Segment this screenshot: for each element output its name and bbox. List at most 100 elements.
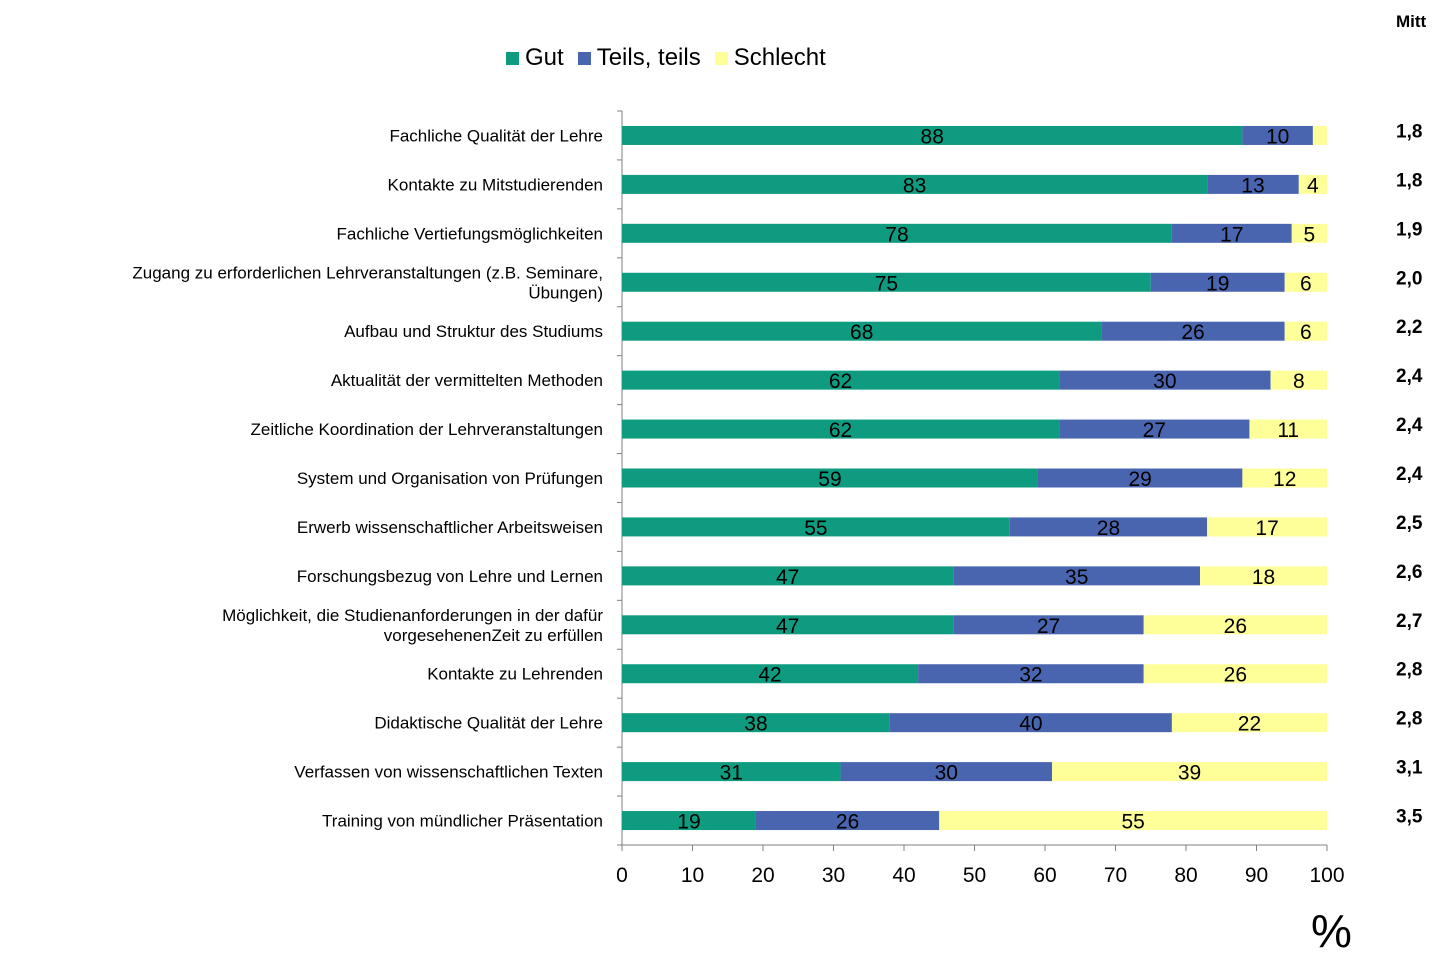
bar-segment-teils bbox=[889, 713, 1172, 733]
bar-segment-gut bbox=[622, 566, 954, 586]
data-label-gut: 62 bbox=[829, 419, 852, 442]
data-label-teils: 17 bbox=[1220, 223, 1243, 246]
mittelwert-value: 2,2 bbox=[1396, 317, 1422, 338]
mittelwert-value: 3,1 bbox=[1396, 758, 1423, 779]
category-label: Verfassen von wissenschaftlichen Texten bbox=[294, 763, 603, 782]
x-tick-label: 80 bbox=[1174, 864, 1197, 887]
bar-segment-teils bbox=[1037, 468, 1243, 488]
category-label: vorgesehenenZeit zu erfüllen bbox=[384, 626, 603, 645]
data-label-schlecht: 39 bbox=[1178, 762, 1201, 785]
category-label: Fachliche Qualität der Lehre bbox=[389, 126, 603, 145]
bar-segment-schlecht bbox=[1291, 223, 1327, 243]
data-label-teils: 27 bbox=[1143, 419, 1166, 442]
data-label-gut: 47 bbox=[776, 566, 799, 589]
bar-segment-schlecht bbox=[1298, 174, 1327, 194]
bar-segment-teils bbox=[953, 566, 1201, 586]
legend-label-schlecht: Schlecht bbox=[733, 44, 826, 71]
data-label-teils: 13 bbox=[1241, 174, 1264, 197]
bar-segment-teils bbox=[1009, 517, 1208, 537]
x-tick-label: 0 bbox=[616, 864, 628, 887]
bar-segment-schlecht bbox=[1052, 762, 1327, 782]
category-label: Fachliche Vertiefungsmöglichkeiten bbox=[337, 224, 603, 243]
legend-swatch-teils bbox=[577, 51, 591, 65]
mittelwert-value: 2,0 bbox=[1396, 268, 1422, 289]
mittelwert-value: 1,8 bbox=[1396, 121, 1422, 142]
bar-segment-schlecht bbox=[1207, 517, 1327, 537]
bar-segment-schlecht bbox=[1249, 419, 1327, 439]
mittelwert-value: 2,4 bbox=[1396, 464, 1423, 485]
bar-segment-schlecht bbox=[1171, 713, 1327, 733]
category-label: Erwerb wissenschaftlicher Arbeitsweisen bbox=[297, 518, 603, 537]
data-label-teils: 30 bbox=[1153, 370, 1176, 393]
bar-segment-teils bbox=[1101, 321, 1285, 341]
bar-segment-gut bbox=[622, 517, 1010, 537]
bar-segment-teils bbox=[953, 615, 1144, 635]
data-label-schlecht: 55 bbox=[1121, 811, 1144, 834]
x-tick-label: 20 bbox=[751, 864, 774, 887]
category-label: Zeitliche Koordination der Lehrveranstal… bbox=[250, 420, 603, 439]
legend-label-teils: Teils, teils bbox=[596, 44, 701, 71]
legend-item-schlecht: Schlecht bbox=[714, 44, 826, 72]
mittelwert-value: 1,8 bbox=[1396, 170, 1422, 191]
mittelwert-value: 2,8 bbox=[1396, 709, 1422, 730]
mittelwert-value: 2,6 bbox=[1396, 562, 1422, 583]
category-label: Didaktische Qualität der Lehre bbox=[374, 714, 603, 733]
mittelwert-value: 2,4 bbox=[1396, 366, 1423, 387]
x-tick-label: 10 bbox=[681, 864, 704, 887]
x-axis-unit-label: % bbox=[1311, 905, 1352, 957]
bar-segment-teils bbox=[755, 811, 940, 831]
bar-segment-gut bbox=[622, 125, 1243, 145]
bar-segment-gut bbox=[622, 811, 756, 831]
x-tick-label: 90 bbox=[1245, 864, 1268, 887]
legend-swatch-gut bbox=[506, 51, 519, 65]
data-label-gut: 75 bbox=[875, 272, 898, 295]
category-label: Training von mündlicher Präsentation bbox=[322, 812, 603, 831]
bar-segment-gut bbox=[622, 713, 890, 733]
bar-segment-schlecht bbox=[1270, 370, 1327, 390]
category-label: Aktualität der vermittelten Methoden bbox=[331, 371, 603, 390]
bar-segment-teils bbox=[1059, 419, 1250, 439]
data-label-schlecht: 18 bbox=[1252, 566, 1275, 589]
bar-segment-schlecht bbox=[1200, 566, 1327, 586]
data-label-teils: 40 bbox=[1019, 713, 1042, 736]
data-label-schlecht: 4 bbox=[1307, 174, 1319, 197]
mittelwert-value: 2,5 bbox=[1396, 513, 1423, 534]
x-tick-label: 60 bbox=[1033, 864, 1056, 887]
category-label: Kontakte zu Lehrenden bbox=[427, 665, 603, 684]
data-label-teils: 26 bbox=[1181, 321, 1204, 344]
data-label-teils: 28 bbox=[1097, 517, 1120, 540]
data-label-teils: 27 bbox=[1037, 615, 1060, 638]
data-label-schlecht: 6 bbox=[1300, 321, 1312, 344]
bar-segment-gut bbox=[622, 615, 954, 635]
x-tick-label: 50 bbox=[963, 864, 986, 887]
data-label-schlecht: 11 bbox=[1277, 419, 1299, 442]
legend-item-gut: Gut bbox=[506, 44, 564, 72]
x-tick-label: 70 bbox=[1104, 864, 1127, 887]
mittelwert-value: 2,8 bbox=[1396, 660, 1422, 681]
bar-segment-gut bbox=[622, 370, 1060, 390]
bar-segment-gut bbox=[622, 664, 919, 684]
data-label-schlecht: 8 bbox=[1293, 370, 1305, 393]
mittelwert-value: 2,7 bbox=[1396, 611, 1422, 632]
data-label-teils: 19 bbox=[1206, 272, 1229, 295]
category-label: Übungen) bbox=[528, 283, 603, 302]
data-label-teils: 26 bbox=[836, 811, 859, 834]
bar-segment-teils bbox=[1171, 223, 1292, 243]
data-label-schlecht: 17 bbox=[1255, 517, 1278, 540]
bar-segment-teils bbox=[918, 664, 1144, 684]
category-label: Kontakte zu Mitstudierenden bbox=[388, 175, 603, 194]
legend-label-gut: Gut bbox=[525, 44, 564, 71]
data-label-gut: 55 bbox=[804, 517, 827, 540]
bar-segment-gut bbox=[622, 419, 1060, 439]
category-label: Aufbau und Struktur des Studiums bbox=[344, 322, 603, 341]
bar-segment-teils bbox=[840, 762, 1053, 782]
bar-segment-gut bbox=[622, 272, 1151, 292]
data-label-gut: 47 bbox=[776, 615, 799, 638]
data-label-gut: 42 bbox=[758, 664, 781, 687]
bar-segment-gut bbox=[622, 174, 1208, 194]
bar-segment-gut bbox=[622, 762, 841, 782]
category-label: Möglichkeit, die Studienanforderungen in… bbox=[222, 606, 603, 625]
data-label-teils: 32 bbox=[1019, 664, 1042, 687]
category-label: Forschungsbezug von Lehre und Lernen bbox=[297, 567, 603, 586]
